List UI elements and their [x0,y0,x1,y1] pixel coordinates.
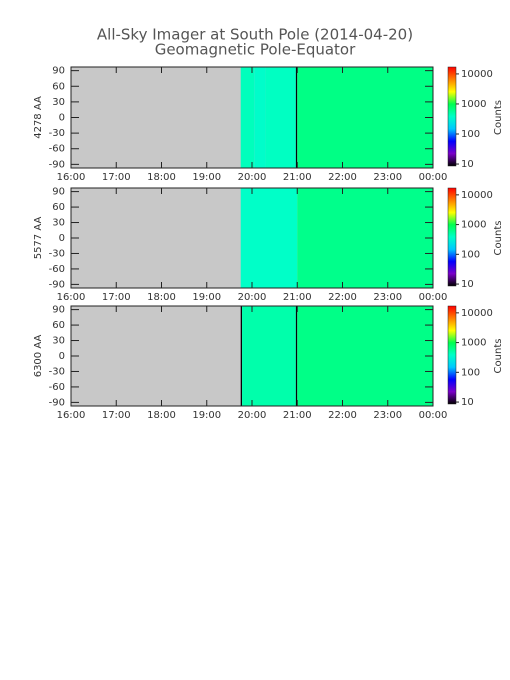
colorbar-tick-label: 100 [461,249,480,260]
x-tick-label: 21:00 [283,292,312,303]
colorbar-tick-label: 100 [461,129,480,140]
y-tick-label: 30 [52,218,65,229]
colorbar-tick-label: 10 [461,159,474,170]
heatmap-cell [240,188,298,288]
chart-title: All-Sky Imager at South Pole (2014-04-20… [97,26,413,44]
x-tick-label: 18:00 [147,292,176,303]
x-tick-label: 00:00 [419,172,448,183]
colorbar-tick-label: 10000 [461,308,493,319]
y-tick-label: 90 [52,305,65,316]
y-tick-label: -60 [49,382,65,393]
y-tick-label: 0 [59,113,65,124]
colorbar-tick-label: 1000 [461,220,486,231]
x-tick-label: 18:00 [147,410,176,421]
y-tick-label: 30 [52,97,65,108]
y-tick-label: -90 [49,397,65,408]
x-tick-label: 00:00 [419,292,448,303]
x-tick-label: 23:00 [373,292,402,303]
colorbar-tick-label: 10 [461,279,474,290]
y-tick-label: -90 [49,159,65,170]
colorbar-label: Counts [493,339,504,374]
x-tick-label: 19:00 [192,292,221,303]
y-tick-label: 0 [59,351,65,362]
chart-subtitle: Geomagnetic Pole-Equator [155,41,356,59]
y-axis-label: 4278 AA [33,96,44,139]
x-tick-label: 22:00 [328,410,357,421]
x-tick-label: 22:00 [328,172,357,183]
colorbar-tick-label: 1000 [461,99,486,110]
colorbar [447,187,457,287]
heatmap-cell [254,67,266,168]
colorbar [447,305,457,405]
heatmap-cell [242,306,296,406]
x-tick-label: 17:00 [102,172,131,183]
x-tick-label: 19:00 [192,410,221,421]
x-tick-label: 23:00 [373,410,402,421]
x-tick-label: 16:00 [57,172,86,183]
colorbar-label: Counts [493,221,504,256]
colorbar-tick-label: 1000 [461,338,486,349]
colorbar-tick-label: 100 [461,367,480,378]
y-tick-label: 90 [52,66,65,77]
x-tick-label: 00:00 [419,410,448,421]
y-tick-label: 30 [52,336,65,347]
heatmap-cell [295,306,298,406]
y-tick-label: -60 [49,144,65,155]
heatmap-cell [240,306,243,406]
heatmap-cell [240,67,255,168]
x-tick-label: 16:00 [57,410,86,421]
y-tick-label: 60 [52,81,65,92]
heatmap-cell [265,67,296,168]
heatmap-cell [297,188,433,288]
y-tick-label: -30 [49,248,65,259]
x-tick-label: 21:00 [283,410,312,421]
heatmap-cell [295,67,298,168]
x-tick-label: 23:00 [373,172,402,183]
y-tick-label: -90 [49,279,65,290]
y-tick-label: 60 [52,202,65,213]
colorbar-tick-label: 10 [461,397,474,408]
x-tick-label: 21:00 [283,172,312,183]
colorbar-label: Counts [493,100,504,135]
y-tick-label: 60 [52,320,65,331]
x-tick-label: 17:00 [102,292,131,303]
x-tick-label: 20:00 [238,172,267,183]
y-tick-label: -60 [49,264,65,275]
y-tick-label: -30 [49,128,65,139]
y-axis-label: 5577 AA [33,217,44,260]
heatmap-cell [297,67,433,168]
colorbar-tick-label: 10000 [461,190,493,201]
y-tick-label: -30 [49,366,65,377]
x-tick-label: 18:00 [147,172,176,183]
y-axis-label: 6300 AA [33,335,44,378]
colorbar [447,66,457,167]
x-tick-label: 20:00 [238,410,267,421]
x-tick-label: 19:00 [192,172,221,183]
x-tick-label: 22:00 [328,292,357,303]
x-tick-label: 17:00 [102,410,131,421]
colorbar-tick-label: 10000 [461,69,493,80]
y-tick-label: 0 [59,233,65,244]
y-tick-label: 90 [52,187,65,198]
x-tick-label: 16:00 [57,292,86,303]
x-tick-label: 20:00 [238,292,267,303]
heatmap-cell [297,306,433,406]
